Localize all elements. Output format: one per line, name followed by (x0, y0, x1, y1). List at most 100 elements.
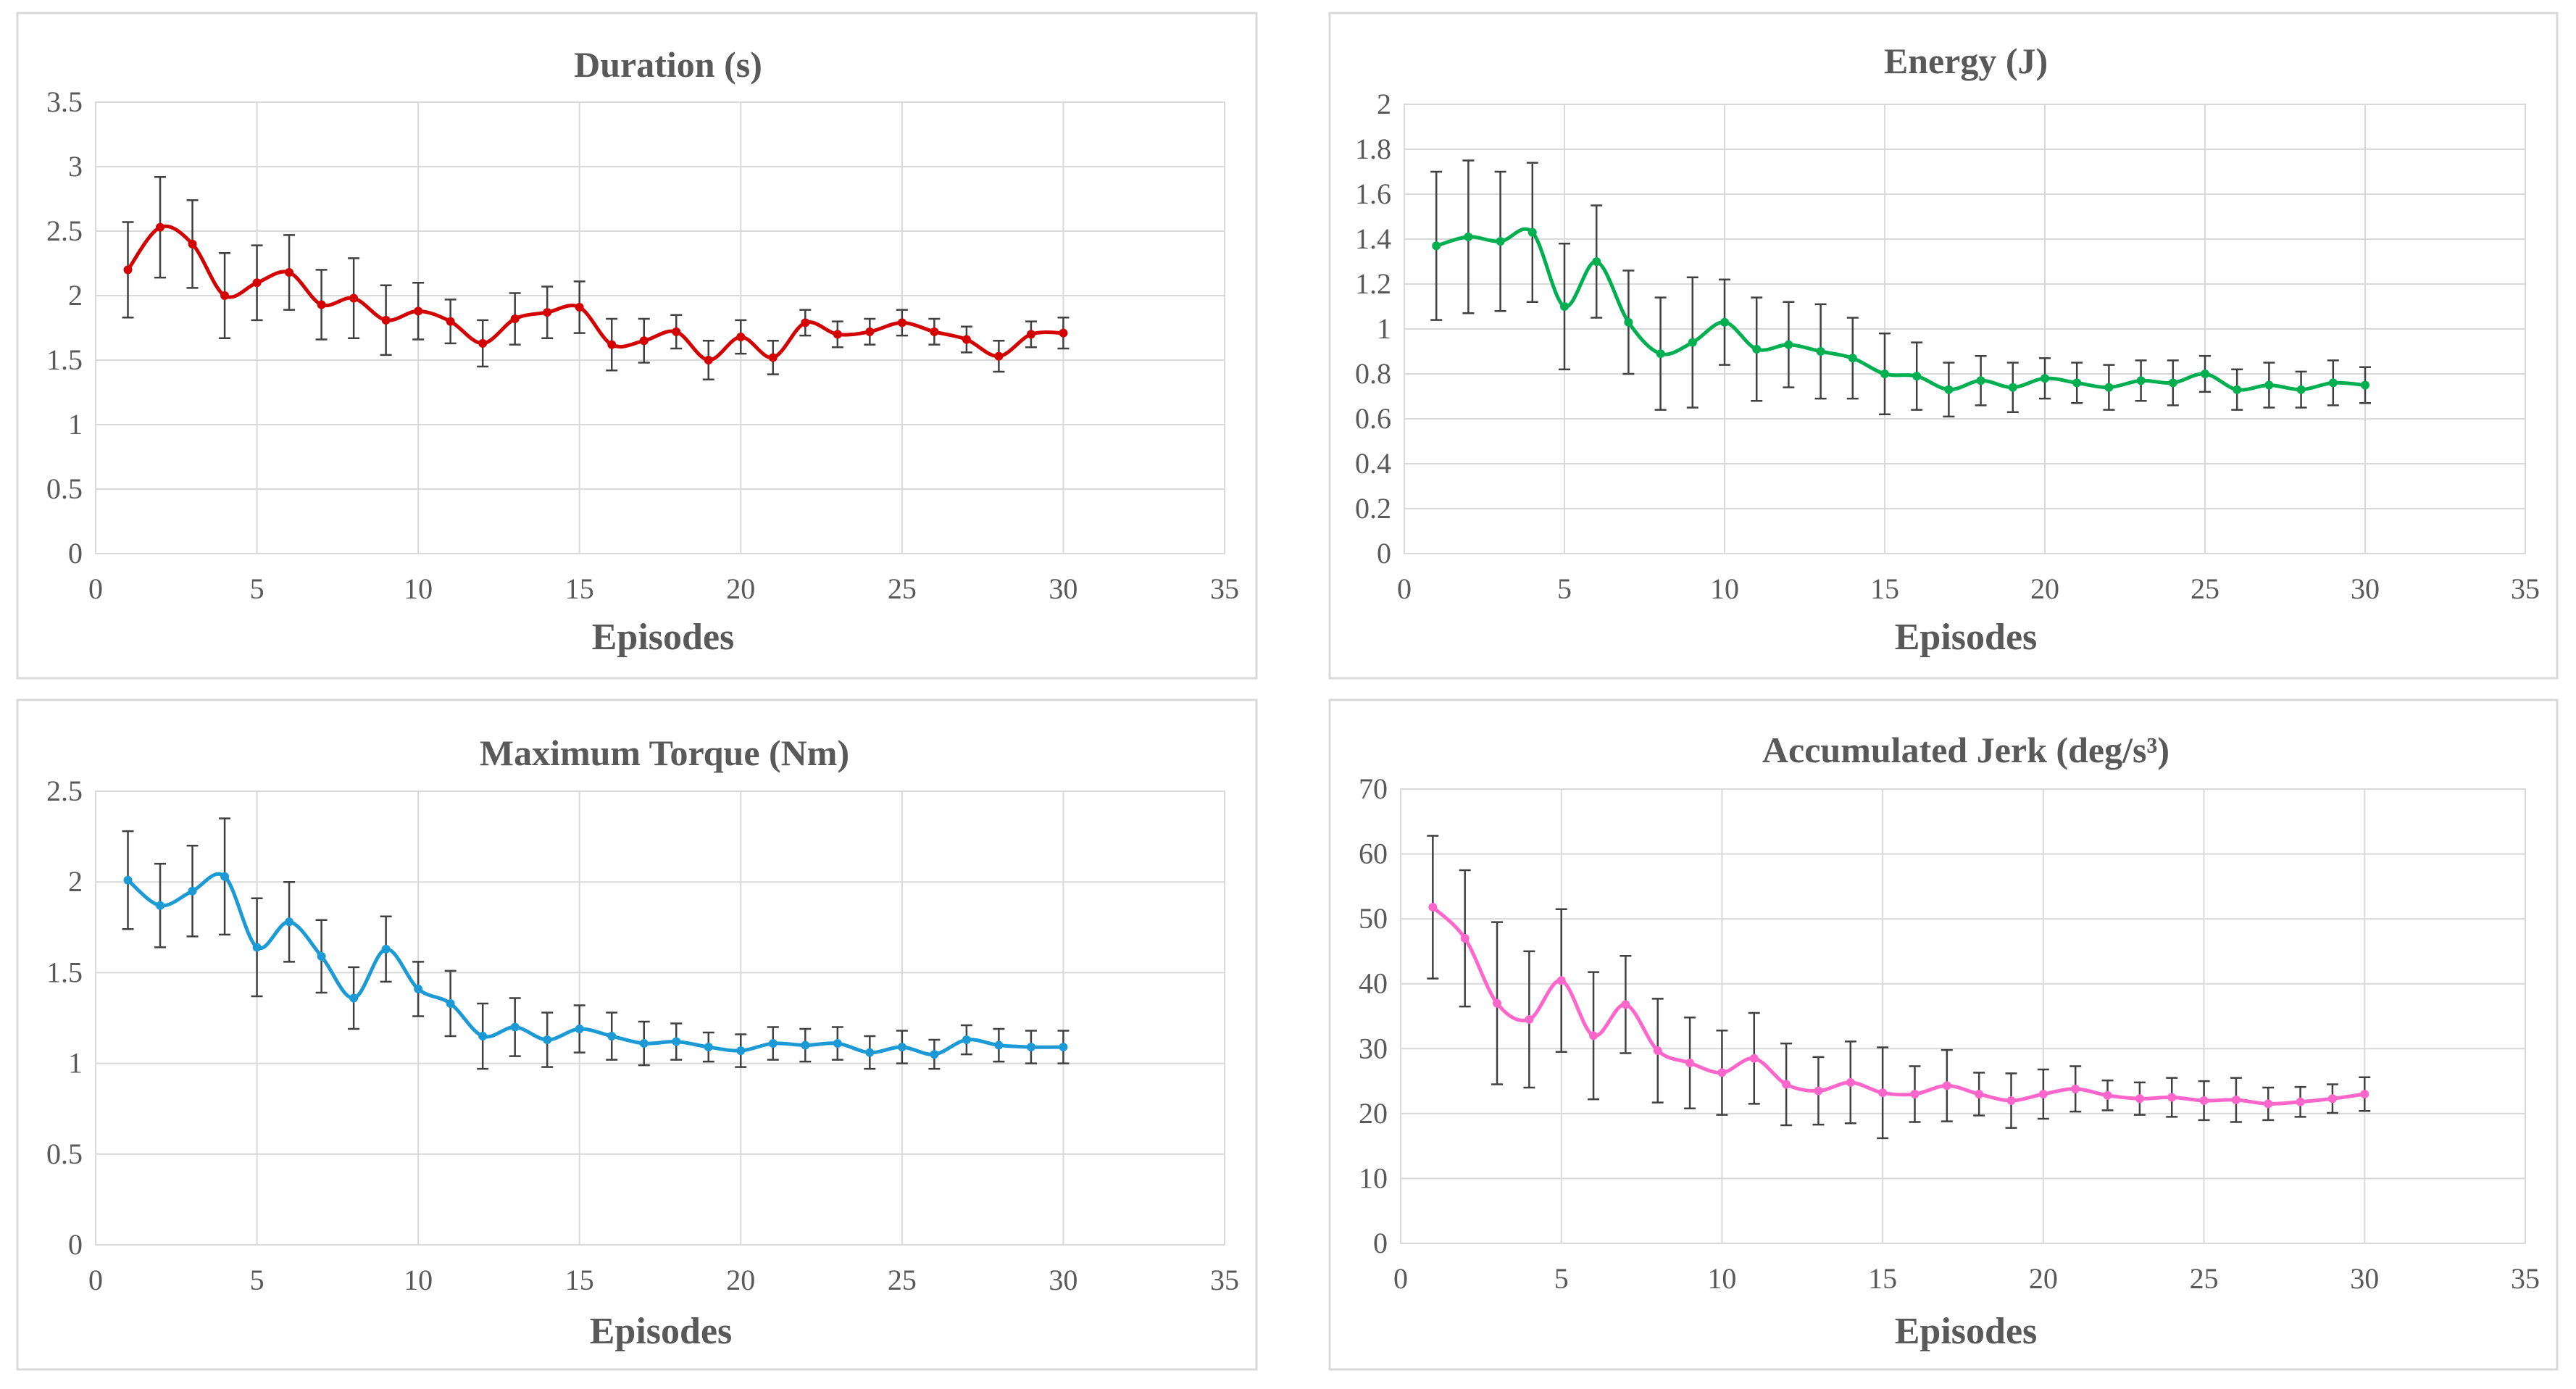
data-point (768, 1039, 778, 1048)
data-point (575, 303, 584, 312)
chart-panel-border (1328, 698, 2559, 1371)
data-point (2103, 1090, 2112, 1100)
y-tick-label: 3.5 (46, 85, 83, 118)
data-point (1026, 330, 1035, 339)
y-tick-label: 0 (1373, 1227, 1388, 1259)
y-tick-label: 1.8 (1355, 133, 1391, 165)
data-point (156, 222, 165, 232)
data-point (317, 951, 326, 961)
data-point (639, 1039, 649, 1048)
data-point (2360, 1089, 2369, 1098)
data-point (833, 330, 842, 339)
data-point (1880, 370, 1889, 378)
chart-title: Energy (J) (1884, 41, 2048, 81)
data-point (575, 1025, 584, 1034)
data-point (1910, 1089, 1920, 1098)
x-tick-label: 5 (1557, 572, 1572, 605)
data-point (2264, 1099, 2273, 1109)
y-tick-label: 0.8 (1355, 357, 1391, 390)
data-point (1912, 372, 1922, 381)
data-point (672, 1037, 681, 1046)
y-tick-label: 0 (68, 537, 83, 570)
data-point (1944, 385, 1954, 394)
data-point (1976, 376, 1985, 385)
data-point (1749, 1054, 1759, 1063)
y-tick-label: 60 (1359, 838, 1388, 870)
data-point (1720, 317, 1729, 327)
data-point (188, 886, 197, 896)
x-tick-label: 25 (2191, 572, 2219, 605)
chart-panel-border (1328, 12, 2559, 680)
y-tick-label: 2 (1377, 88, 1391, 120)
y-tick-label: 1 (68, 408, 83, 441)
y-tick-label: 1.5 (46, 956, 83, 988)
x-tick-label: 30 (2350, 1262, 2379, 1295)
data-point (510, 1022, 520, 1032)
y-tick-label: 1.5 (46, 343, 83, 376)
data-point (736, 1046, 746, 1056)
data-point (704, 356, 713, 364)
data-point (2233, 385, 2242, 394)
x-tick-label: 25 (888, 1264, 917, 1296)
data-point (930, 327, 939, 336)
x-tick-label: 30 (1049, 572, 1077, 605)
data-point (381, 315, 391, 325)
data-point (285, 917, 294, 927)
x-axis-label: Episodes (1895, 617, 2038, 658)
data-point (123, 265, 133, 275)
x-tick-label: 35 (2511, 1262, 2540, 1295)
data-point (1784, 340, 1793, 349)
data-point (2361, 380, 2369, 390)
chart-title: Maximum Torque (Nm) (480, 733, 849, 773)
data-point (2296, 385, 2306, 394)
gridlines (95, 101, 1225, 554)
data-point (865, 327, 875, 336)
data-point (897, 318, 906, 328)
y-tick-label: 50 (1359, 902, 1388, 935)
energy-chart: 00.20.40.60.811.21.41.61.820 5 10 15 20 25 30 3… (1328, 12, 2559, 680)
y-tick-label: 0.2 (1355, 492, 1391, 525)
data-point (1026, 1043, 1035, 1052)
data-points (1432, 228, 2369, 394)
data-point (2327, 1094, 2337, 1104)
data-point (446, 998, 455, 1008)
data-point (285, 267, 294, 277)
maximum-torque-chart: 0 0.5 1 1.5 2 2.5 0 5 10 15 20 25 30 35 Maximum Torque… (16, 698, 1258, 1371)
x-tick-label: 10 (1707, 1262, 1736, 1295)
data-point (1717, 1068, 1727, 1077)
data-point (349, 993, 359, 1003)
data-point (639, 336, 649, 346)
data-point (1621, 1000, 1630, 1009)
data-point (1059, 328, 1068, 338)
data-point (1942, 1081, 1951, 1090)
x-tick-label: 15 (1870, 572, 1899, 605)
data-point (2038, 1089, 2048, 1098)
y-tick-label: 2 (68, 279, 83, 312)
data-point (704, 1043, 713, 1052)
y-tick-label: 2 (68, 865, 83, 898)
data-point (1592, 257, 1601, 266)
x-tick-label: 35 (1210, 572, 1239, 605)
x-axis-label: Episodes (590, 1311, 733, 1352)
data-point (801, 1040, 810, 1050)
data-point (123, 875, 133, 885)
x-tick-label: 20 (2029, 1262, 2058, 1295)
data-point (1428, 903, 1438, 912)
data-point (1653, 1046, 1662, 1055)
chart-title: Accumulated Jerk (deg/s³) (1762, 730, 2169, 770)
data-point (897, 1043, 906, 1052)
data-point (349, 293, 359, 303)
x-tick-label: 35 (1210, 1264, 1239, 1296)
tick-labels: 0 0.5 1 1.5 2 2.5 0 5 10 15 20 25 30 35 (46, 775, 1239, 1296)
data-point (1848, 354, 1857, 363)
y-tick-label: 10 (1359, 1161, 1388, 1194)
y-tick-label: 0.5 (46, 1138, 83, 1170)
data-point (2008, 383, 2017, 392)
x-tick-label: 5 (250, 572, 264, 605)
x-axis-label: Episodes (1895, 1311, 2038, 1352)
accumulated-jerk-chart: 0 10 20 30 40 50 60 70 0 5 10 15 20 25 30 35 Accumulated… (1328, 698, 2559, 1371)
data-points (1428, 903, 2369, 1109)
data-point (994, 1040, 1004, 1050)
data-point (2136, 376, 2146, 385)
data-point (1525, 1014, 1534, 1024)
